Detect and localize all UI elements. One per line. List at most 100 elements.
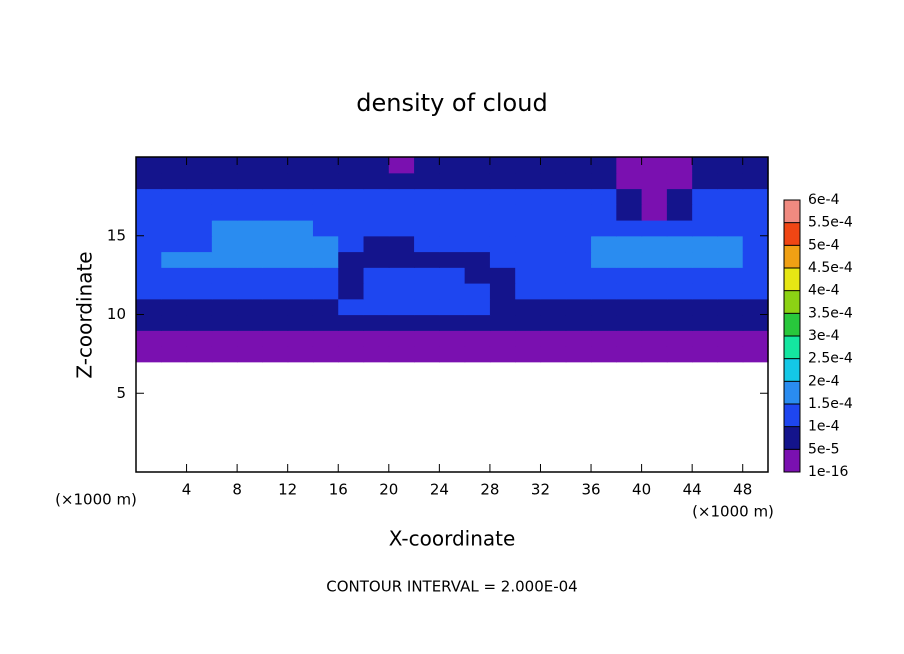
field-cell xyxy=(161,157,188,174)
colorbar-label: 4e-4 xyxy=(808,283,840,299)
colorbar-band xyxy=(784,426,800,450)
field-cell xyxy=(136,220,162,237)
field-cell xyxy=(161,314,188,331)
field-cell xyxy=(489,251,516,268)
field-cell xyxy=(439,220,466,237)
field-cell xyxy=(591,314,617,331)
field-cell xyxy=(540,157,567,174)
field-cell xyxy=(414,172,440,190)
field-cell xyxy=(237,251,263,268)
field-cell xyxy=(363,267,390,284)
colorbar-label: 3e-4 xyxy=(808,328,840,344)
colorbar-label: 3.5e-4 xyxy=(808,305,853,321)
field-cell xyxy=(186,220,213,237)
colorbar-band xyxy=(784,404,800,428)
field-cell xyxy=(287,267,314,284)
field-cell xyxy=(515,283,542,300)
field-cell xyxy=(262,188,289,205)
field-cell xyxy=(565,220,592,237)
field-cell xyxy=(338,330,365,347)
field-cell xyxy=(312,188,339,205)
field-cell xyxy=(338,267,365,284)
field-cell xyxy=(363,188,390,205)
field-cell xyxy=(742,283,769,300)
field-cell xyxy=(515,267,542,284)
field-cell xyxy=(692,172,719,190)
field-cell xyxy=(338,204,365,221)
field-cell xyxy=(338,346,365,363)
field-cell xyxy=(666,346,693,363)
field-cell xyxy=(666,235,693,253)
field-cell xyxy=(237,172,263,190)
field-cell xyxy=(591,298,617,316)
field-cell xyxy=(186,298,213,316)
field-cell xyxy=(136,330,162,347)
x-axis-label: X-coordinate xyxy=(389,527,516,551)
field-cell xyxy=(211,314,238,331)
field-cell xyxy=(489,330,516,347)
field-cell xyxy=(591,267,617,284)
field-cell xyxy=(540,298,567,316)
colorbar-label: 5e-4 xyxy=(808,237,840,253)
colorbar-band xyxy=(784,290,800,314)
field-cell xyxy=(363,283,390,300)
field-cell xyxy=(641,330,668,347)
field-cell xyxy=(388,251,415,268)
colorbar-label: 1e-16 xyxy=(808,464,848,480)
field-cell xyxy=(489,157,516,174)
field-cell xyxy=(262,157,289,174)
field-cell xyxy=(363,172,390,190)
field-cell xyxy=(136,298,162,316)
field-cell xyxy=(312,283,339,300)
field-cell xyxy=(211,157,238,174)
field-cell xyxy=(489,267,516,284)
field-cell xyxy=(464,346,491,363)
field-cell xyxy=(211,220,238,237)
field-cell xyxy=(515,235,542,253)
field-cell xyxy=(363,251,390,268)
x-tick-label: 36 xyxy=(581,481,600,499)
field-cell xyxy=(540,267,567,284)
field-cell xyxy=(186,188,213,205)
field-cell xyxy=(489,220,516,237)
field-cell xyxy=(692,204,719,221)
field-cell xyxy=(338,220,365,237)
field-cell xyxy=(591,251,617,268)
field-cell xyxy=(237,188,263,205)
field-cell xyxy=(439,298,466,316)
field-cell xyxy=(211,204,238,221)
field-cell xyxy=(388,283,415,300)
field-cell xyxy=(742,298,769,316)
field-cell xyxy=(161,188,188,205)
field-cell xyxy=(414,283,440,300)
field-cell xyxy=(287,235,314,253)
colorbar-band xyxy=(784,358,800,382)
x-tick-label: 40 xyxy=(632,481,651,499)
field-cell xyxy=(211,251,238,268)
field-cell xyxy=(464,283,491,300)
x-tick-label: 4 xyxy=(182,481,192,499)
field-cell xyxy=(742,157,769,174)
field-cell xyxy=(742,267,769,284)
field-cell xyxy=(692,188,719,205)
field-cell xyxy=(312,251,339,268)
field-cell xyxy=(666,298,693,316)
field-cell xyxy=(692,283,719,300)
field-cell xyxy=(262,204,289,221)
field-cell xyxy=(287,314,314,331)
field-cell xyxy=(540,330,567,347)
field-cell xyxy=(211,298,238,316)
colorbar-label: 5e-5 xyxy=(808,441,839,457)
field-cell xyxy=(717,235,744,253)
field-cell xyxy=(641,204,668,221)
field-cell xyxy=(540,283,567,300)
field-cell xyxy=(414,346,440,363)
field-cell xyxy=(161,267,188,284)
field-cell xyxy=(616,235,643,253)
field-cell xyxy=(515,314,542,331)
field-cell xyxy=(186,314,213,331)
field-cell xyxy=(388,235,415,253)
field-cell xyxy=(692,220,719,237)
field-cell xyxy=(186,346,213,363)
